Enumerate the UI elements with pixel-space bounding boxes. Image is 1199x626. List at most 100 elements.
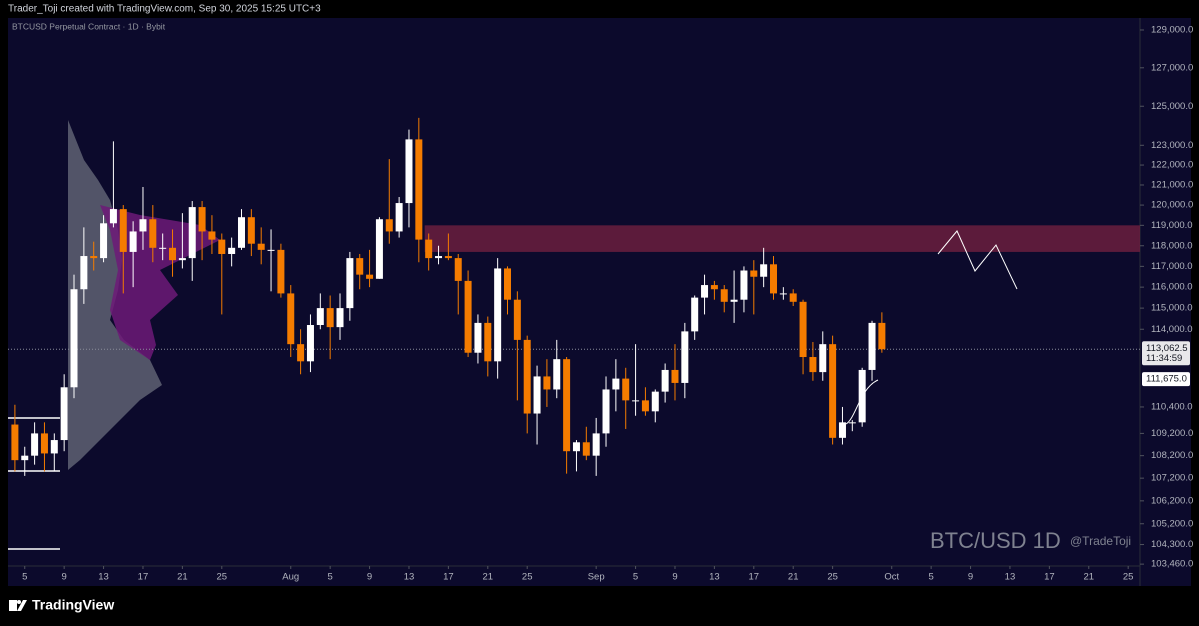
y-tick-label: 106,200.0: [1151, 495, 1193, 506]
candle-body: [336, 308, 344, 328]
candle-body: [838, 422, 846, 438]
candle-body: [553, 359, 561, 390]
candle-body: [21, 455, 29, 461]
candle-body: [848, 422, 856, 424]
candle-body: [572, 442, 580, 452]
candle-body: [691, 297, 699, 332]
candle-body: [129, 231, 137, 252]
y-tick-label: 114,000.0: [1151, 324, 1193, 335]
x-tick-label: Sep: [588, 572, 605, 583]
x-tick-label: 25: [827, 572, 838, 583]
logo-part: [9, 600, 17, 611]
candle-body: [710, 285, 718, 290]
candle-body: [306, 325, 314, 362]
last-price-label: 113,062.5: [1146, 343, 1188, 354]
y-tick-label: 110,400.0: [1151, 401, 1193, 412]
projection-path: [937, 230, 1018, 290]
x-tick-label: 9: [367, 572, 372, 583]
x-tick-label: 9: [968, 572, 973, 583]
candle-body: [740, 270, 748, 300]
candle-body: [218, 239, 226, 254]
x-tick-label: 5: [22, 572, 27, 583]
candle-body: [760, 264, 768, 277]
candle-body: [661, 369, 669, 392]
candle-body: [139, 219, 147, 232]
candle-body: [799, 301, 807, 358]
y-tick-label: 109,200.0: [1151, 428, 1193, 439]
candle-body: [582, 442, 590, 456]
chart-title: BTCUSD Perpetual Contract · 1D · Bybit: [12, 21, 166, 31]
x-tick-label: 5: [328, 572, 333, 583]
candle-body: [80, 256, 88, 290]
y-tick-label: 107,200.0: [1151, 473, 1193, 484]
candle-body: [70, 289, 78, 388]
candle-body: [385, 219, 393, 232]
candle-body: [464, 280, 472, 353]
candle-body: [100, 223, 108, 259]
y-tick-label: 121,000.0: [1151, 179, 1193, 190]
candle-body: [188, 207, 196, 259]
x-tick-label: 17: [138, 572, 149, 583]
candle-body: [356, 258, 364, 275]
candle-body: [287, 293, 295, 345]
candle-body: [533, 376, 541, 414]
candle-body: [228, 247, 236, 254]
x-tick-label: 21: [483, 572, 494, 583]
x-tick-label: 17: [1044, 572, 1055, 583]
candle-body: [395, 203, 403, 232]
candles: [11, 117, 886, 476]
candle-body: [868, 322, 876, 370]
y-tick-label: 105,200.0: [1151, 518, 1193, 529]
x-tick-label: 25: [1123, 572, 1134, 583]
candle-body: [247, 217, 255, 244]
signature: @TradeToji: [1070, 534, 1131, 548]
x-tick-label: 25: [217, 572, 228, 583]
candle-body: [405, 139, 413, 204]
x-tick-label: 13: [1005, 572, 1016, 583]
candle-body: [109, 209, 117, 224]
candle-body: [316, 308, 324, 326]
candle-body: [494, 268, 502, 362]
supply-zone: [424, 225, 1140, 252]
candle-body: [50, 440, 58, 454]
candle-body: [819, 344, 827, 373]
x-tick-label: 13: [404, 572, 415, 583]
candle-body: [40, 433, 48, 454]
y-tick-label: 116,000.0: [1151, 282, 1193, 293]
candle-body: [277, 249, 285, 294]
candle-body: [858, 369, 866, 423]
y-tick-label: 108,200.0: [1151, 450, 1193, 461]
candle-body: [592, 433, 600, 456]
last-price-box: [1142, 341, 1190, 366]
x-tick-label: 21: [788, 572, 799, 583]
y-tick-label: 123,000.0: [1151, 140, 1193, 151]
y-tick-label: 122,000.0: [1151, 160, 1193, 171]
candle-body: [641, 400, 649, 412]
x-tick-label: 25: [522, 572, 533, 583]
header: Trader_Toji created with TradingView.com…: [8, 4, 321, 15]
candle-body: [375, 219, 383, 279]
footer-brand: TradingView: [32, 597, 114, 613]
candle-body: [60, 387, 68, 441]
x-tick-label: Oct: [884, 572, 899, 583]
y-tick-label: 117,000.0: [1151, 261, 1193, 272]
y-tick-label: 103,460.0: [1151, 559, 1193, 570]
x-tick-label: 21: [1083, 572, 1094, 583]
y-tick-label: 127,000.0: [1151, 62, 1193, 73]
candle-body: [90, 256, 98, 259]
candle-body: [523, 339, 531, 414]
x-tick-label: 5: [633, 572, 638, 583]
x-tick-label: 17: [443, 572, 454, 583]
candle-body: [425, 239, 433, 259]
candle-body: [119, 209, 127, 252]
candle-body: [435, 256, 443, 259]
candle-body: [257, 243, 265, 250]
candle-body: [563, 359, 571, 452]
candle-body: [671, 369, 679, 383]
candle-body: [809, 357, 817, 373]
candle-body: [346, 258, 354, 309]
candle-body: [770, 264, 778, 294]
logo-part: [17, 600, 27, 611]
candle-body: [720, 289, 728, 302]
